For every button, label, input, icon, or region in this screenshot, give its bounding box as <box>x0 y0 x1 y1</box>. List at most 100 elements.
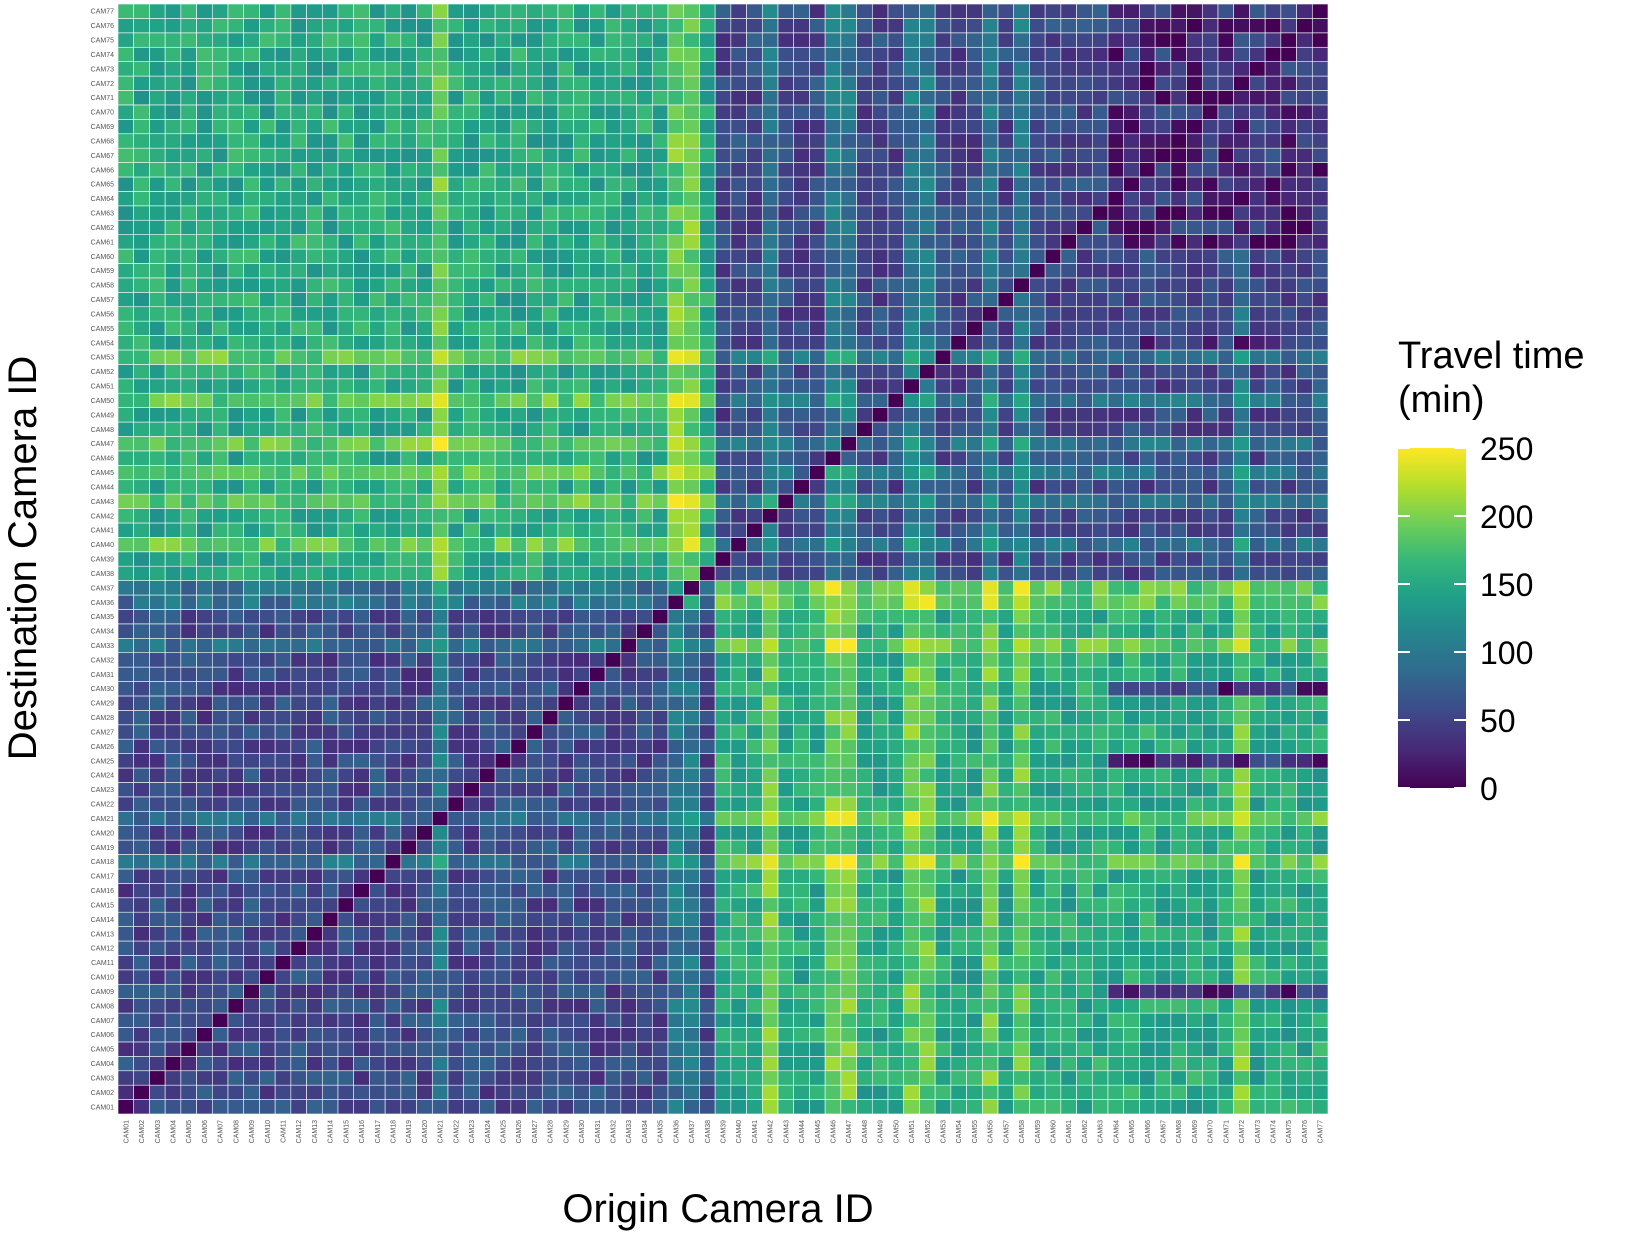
heatmap-cell <box>966 119 983 135</box>
heatmap-cell <box>824 162 842 178</box>
heatmap-cell <box>730 90 747 106</box>
heatmap-cell <box>604 392 622 408</box>
heatmap-cell <box>683 681 700 697</box>
heatmap-cell <box>196 1099 213 1115</box>
heatmap-cell <box>620 335 637 351</box>
heatmap-cell <box>856 1012 873 1028</box>
heatmap-cell <box>667 695 685 711</box>
heatmap-cell <box>416 421 433 437</box>
heatmap-cell <box>227 1041 245 1057</box>
heatmap-cell <box>981 969 999 985</box>
heatmap-cell <box>369 364 386 380</box>
heatmap-cell <box>1076 277 1093 293</box>
heatmap-cell <box>636 119 653 135</box>
heatmap-cell <box>557 551 575 567</box>
heatmap-cell <box>1029 205 1046 221</box>
heatmap-cell <box>887 61 905 77</box>
heatmap-cell <box>620 522 637 538</box>
heatmap-cell <box>1013 565 1030 581</box>
heatmap-cell <box>117 652 135 668</box>
heatmap-cell <box>730 306 747 322</box>
heatmap-cell <box>416 176 433 192</box>
heatmap-cell <box>259 609 276 625</box>
heatmap-cell <box>211 897 229 913</box>
heatmap-cell <box>589 1099 606 1115</box>
heatmap-cell <box>761 666 779 682</box>
heatmap-cell <box>589 119 606 135</box>
heatmap-cell <box>714 681 732 697</box>
heatmap-cell <box>997 104 1015 120</box>
heatmap-cell <box>777 594 795 610</box>
heatmap-cell <box>494 18 512 34</box>
heatmap-cell <box>353 205 370 221</box>
heatmap-cell <box>746 1070 763 1086</box>
heatmap-cell <box>526 594 543 610</box>
heatmap-cell <box>117 407 135 423</box>
heatmap-cell <box>997 248 1015 264</box>
heatmap-cell <box>447 551 465 567</box>
heatmap-cell <box>887 695 905 711</box>
heatmap-cell <box>463 911 480 927</box>
heatmap-cell <box>494 724 512 740</box>
heatmap-cell <box>871 32 889 48</box>
heatmap-cell <box>400 450 417 466</box>
heatmap-cell <box>259 983 276 999</box>
heatmap-cell <box>620 464 637 481</box>
heatmap-cell <box>149 205 166 221</box>
heatmap-cell <box>447 594 465 610</box>
heatmap-cell <box>1091 738 1109 754</box>
heatmap-cell <box>793 263 810 279</box>
heatmap-cell <box>510 782 527 798</box>
heatmap-cell <box>164 868 182 884</box>
heatmap-cell <box>117 1012 135 1028</box>
heatmap-cell <box>589 219 606 235</box>
heatmap-cell <box>211 710 229 726</box>
heatmap-cell <box>416 306 433 322</box>
heatmap-cell <box>589 392 606 408</box>
heatmap-cell <box>259 75 276 91</box>
heatmap-cell <box>1107 335 1125 351</box>
heatmap-cell <box>384 839 402 855</box>
heatmap-cell <box>526 219 543 235</box>
heatmap-cell <box>714 18 732 34</box>
heatmap-cell <box>604 46 622 62</box>
heatmap-cell <box>243 263 260 279</box>
heatmap-cell <box>746 810 763 826</box>
heatmap-cell <box>1060 450 1077 466</box>
heatmap-cell <box>840 738 857 754</box>
heatmap-cell <box>164 940 182 956</box>
heatmap-cell <box>604 955 622 971</box>
heatmap-cell <box>306 724 323 740</box>
heatmap-cell <box>337 998 355 1014</box>
heatmap-cell <box>761 609 779 625</box>
heatmap-cell <box>714 868 732 884</box>
heatmap-cell <box>353 349 370 365</box>
heatmap-cell <box>714 263 732 279</box>
heatmap-cell <box>966 825 983 841</box>
heatmap-cell <box>793 609 810 625</box>
heatmap-cell <box>683 1099 700 1115</box>
heatmap-cell <box>573 277 590 293</box>
heatmap-cell <box>541 46 559 62</box>
heatmap-cell <box>604 710 622 726</box>
heatmap-cell <box>211 147 229 163</box>
heatmap-cell <box>259 162 276 178</box>
heatmap-cell <box>243 392 260 408</box>
heatmap-cell <box>840 364 857 380</box>
heatmap-cell <box>761 983 779 999</box>
heatmap-cell <box>369 796 386 812</box>
heatmap-cell <box>447 868 465 884</box>
heatmap-cell <box>840 565 857 581</box>
heatmap-cell <box>211 753 229 769</box>
heatmap-cell <box>117 162 135 178</box>
heatmap-cell <box>761 205 779 221</box>
heatmap-cell <box>856 277 873 293</box>
heatmap-cell <box>479 320 496 336</box>
heatmap-cell <box>510 349 527 365</box>
heatmap-cell <box>290 883 307 899</box>
heatmap-cell <box>1029 652 1046 668</box>
heatmap-cell <box>1013 320 1030 336</box>
heatmap-cell <box>966 681 983 697</box>
heatmap-cell <box>714 277 732 293</box>
heatmap-cell <box>840 508 857 524</box>
